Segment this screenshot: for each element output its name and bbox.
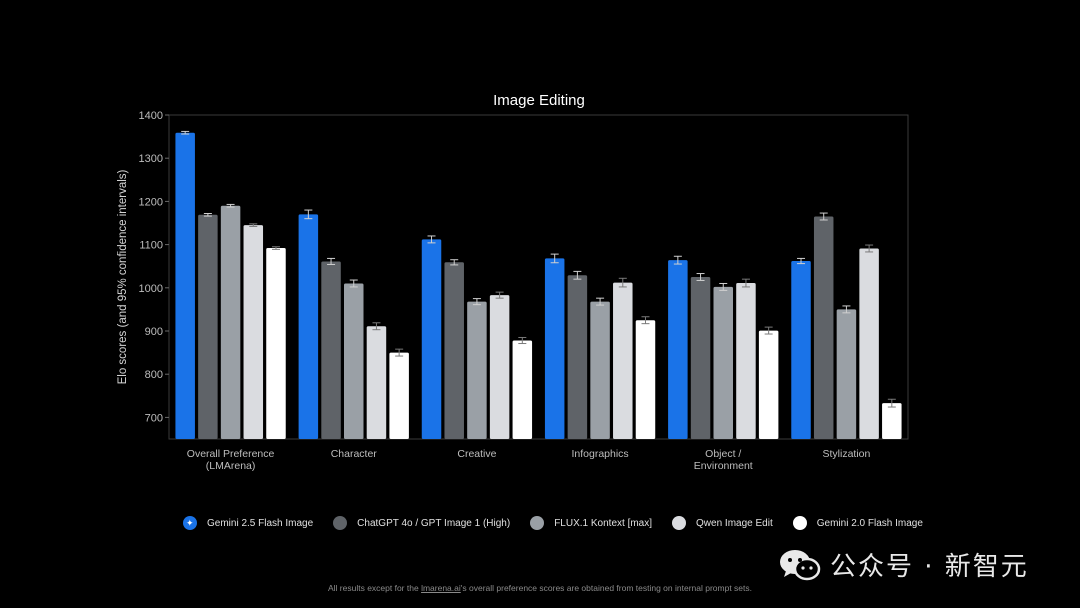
bar xyxy=(266,248,286,439)
footnote-text-before: All results except for the xyxy=(327,583,422,593)
y-tick-label: 1100 xyxy=(139,240,163,252)
bar xyxy=(198,214,218,439)
lmarena-link[interactable]: lmarena.ai xyxy=(421,583,461,593)
bar xyxy=(444,262,464,439)
bar xyxy=(567,275,588,439)
chart-title: Image Editing xyxy=(493,92,585,109)
sparkle-icon: ✦ xyxy=(186,518,194,528)
legend-label: ChatGPT 4o / GPT Image 1 (High) xyxy=(357,517,511,529)
legend-swatch: ✦ xyxy=(183,516,197,530)
bar xyxy=(544,258,565,439)
bar xyxy=(321,261,341,439)
y-tick-label: 900 xyxy=(145,326,163,338)
wechat-icon xyxy=(780,549,821,580)
y-axis-label: Elo scores (and 95% confidence intervals… xyxy=(117,169,129,384)
legend-label: Qwen Image Edit xyxy=(696,517,773,529)
bar xyxy=(882,403,902,439)
legend-label: Gemini 2.5 Flash Image xyxy=(207,517,314,529)
bar xyxy=(758,330,779,439)
x-tick-label: Environment xyxy=(694,460,753,472)
legend-label: Gemini 2.0 Flash Image xyxy=(816,517,923,529)
x-tick-label: Overall Preference xyxy=(187,448,275,460)
plot-frame xyxy=(168,114,909,440)
bar xyxy=(859,248,879,439)
legend-item: FLUX.1 Kontext [max] xyxy=(530,516,652,530)
bar xyxy=(791,261,811,439)
bar xyxy=(298,214,319,439)
y-tick-label: 1000 xyxy=(139,283,163,295)
y-tick-label: 1200 xyxy=(139,196,163,208)
bar xyxy=(690,277,711,439)
bar xyxy=(421,239,442,439)
bar xyxy=(736,283,756,439)
bar xyxy=(389,352,409,439)
bar xyxy=(512,340,533,439)
x-tick-label: Infographics xyxy=(571,448,628,460)
legend-swatch xyxy=(672,516,687,530)
bar xyxy=(635,320,656,439)
legend-item: ✦ Gemini 2.5 Flash Image xyxy=(183,516,313,530)
bar xyxy=(590,301,610,439)
y-tick-label: 1400 xyxy=(139,110,163,122)
y-tick-label: 1300 xyxy=(139,153,163,165)
y-tick-label: 700 xyxy=(145,412,163,424)
x-tick-label: Stylization xyxy=(822,448,870,460)
bar xyxy=(344,283,364,439)
x-tick-label: Object / xyxy=(705,448,741,460)
bar xyxy=(175,132,195,439)
bar xyxy=(613,282,633,439)
legend-swatch xyxy=(792,516,807,530)
bar xyxy=(220,205,241,439)
legend-label: FLUX.1 Kontext [max] xyxy=(554,517,653,529)
bar xyxy=(366,326,387,439)
bar xyxy=(836,309,857,439)
x-tick-label: (LMArena) xyxy=(206,460,256,472)
bar xyxy=(713,286,733,439)
chart-legend: ✦ Gemini 2.5 Flash Image ChatGPT 4o / GPT … xyxy=(183,516,943,530)
legend-item: Gemini 2.0 Flash Image xyxy=(792,516,923,530)
bar xyxy=(668,260,688,439)
legend-swatch xyxy=(530,516,545,530)
x-tick-label: Character xyxy=(331,448,378,460)
footnote: All results except for the lmarena.ai's … xyxy=(0,583,1080,593)
bar xyxy=(489,295,510,439)
x-tick-label: Creative xyxy=(457,448,496,460)
watermark-text: 公众号 · 新智元 xyxy=(830,552,1029,582)
watermark: 公众号 · 新智元 xyxy=(778,546,1029,583)
legend-swatch xyxy=(333,516,348,530)
bar xyxy=(813,216,834,439)
bar xyxy=(467,301,487,439)
footnote-text-after: 's overall preference scores are obtaine… xyxy=(460,583,752,593)
bar xyxy=(243,225,264,439)
y-tick-label: 800 xyxy=(145,369,163,381)
legend-item: Qwen Image Edit xyxy=(672,516,773,530)
legend-item: ChatGPT 4o / GPT Image 1 (High) xyxy=(333,516,510,530)
